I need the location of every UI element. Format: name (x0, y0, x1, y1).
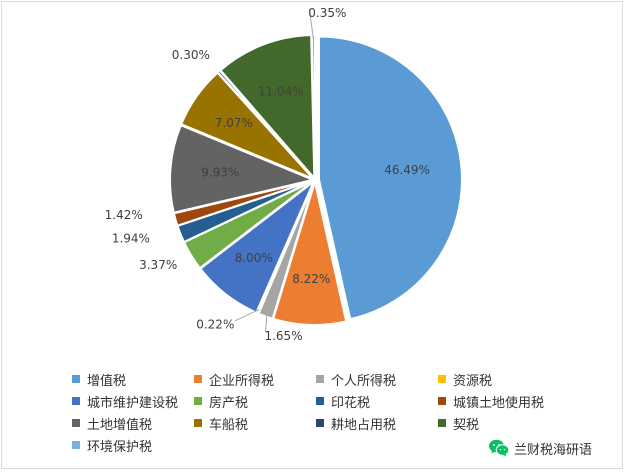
legend-item: 耕地占用税 (316, 414, 438, 433)
data-label: 8.00% (235, 251, 273, 265)
legend-item: 房产税 (194, 392, 316, 411)
legend-item: 契税 (438, 414, 588, 433)
legend-label: 契税 (453, 417, 480, 433)
pie-slices (169, 34, 463, 326)
legend-label: 土地增值税 (87, 417, 153, 433)
legend-label: 房产税 (209, 395, 249, 411)
legend-item: 个人所得税 (316, 370, 438, 389)
data-label: 7.07% (215, 116, 253, 130)
data-label: 0.22% (196, 318, 234, 332)
watermark: 兰财税海研语 (488, 436, 592, 460)
data-label: 1.65% (264, 329, 302, 343)
legend-swatch (438, 397, 446, 405)
data-label: 11.04% (258, 84, 304, 98)
legend-swatch (438, 375, 446, 383)
leader-line (265, 312, 268, 332)
leader-line (235, 309, 260, 322)
data-label: 46.49% (384, 163, 430, 177)
watermark-text: 兰财税海研语 (514, 442, 593, 458)
legend-swatch (194, 397, 202, 405)
pie-slice (219, 34, 316, 181)
legend-label: 增值税 (87, 373, 127, 389)
data-label: 0.35% (308, 6, 346, 20)
legend-item: 城镇土地使用税 (438, 392, 588, 411)
legend-label: 企业所得税 (209, 373, 275, 389)
leader-lines (235, 8, 314, 332)
legend-item: 车船税 (194, 414, 316, 433)
data-label: 9.93% (201, 165, 239, 179)
legend-label: 环境保护税 (87, 439, 153, 455)
data-labels: 46.49% 8.22% 1.65% 0.22% 8.00% 3.37% 1.94% 1.42… (105, 6, 430, 343)
legend: 增值税 企业所得税 个人所得税 资源税城市维护建设税 房产税 印花税 城镇土地使用税土地增值… (72, 370, 592, 455)
wechat-icon (489, 439, 510, 457)
legend-swatch (72, 441, 80, 449)
legend-label: 城镇土地使用税 (453, 395, 545, 411)
legend-label: 资源税 (453, 373, 493, 389)
data-label: 1.42% (105, 208, 143, 222)
legend-label: 印花税 (331, 395, 371, 411)
legend-item: 城市维护建设税 (72, 392, 194, 411)
data-label: 1.94% (112, 231, 150, 245)
legend-swatch (194, 419, 202, 427)
legend-swatch (316, 375, 324, 383)
legend-label: 城市维护建设税 (87, 395, 179, 411)
legend-label: 个人所得税 (331, 373, 397, 389)
legend-item: 资源税 (438, 370, 588, 389)
data-label: 8.22% (292, 272, 330, 286)
legend-swatch (438, 419, 446, 427)
legend-item: 印花税 (316, 392, 438, 411)
legend-item: 增值税 (72, 370, 194, 389)
legend-label: 耕地占用税 (331, 417, 397, 433)
pie-slice (317, 35, 463, 321)
legend-swatch (194, 375, 202, 383)
leader-line (308, 8, 314, 40)
legend-item: 环境保护税 (72, 436, 194, 455)
legend-swatch (72, 419, 80, 427)
legend-swatch (316, 419, 324, 427)
pie-slice (169, 123, 317, 214)
legend-swatch (316, 397, 324, 405)
legend-swatch (72, 397, 80, 405)
legend-item: 企业所得税 (194, 370, 316, 389)
legend-item: 土地增值税 (72, 414, 194, 433)
legend-swatch (72, 375, 80, 383)
data-label: 0.30% (172, 48, 210, 62)
legend-label: 车船税 (209, 417, 249, 433)
data-label: 3.37% (139, 258, 177, 272)
